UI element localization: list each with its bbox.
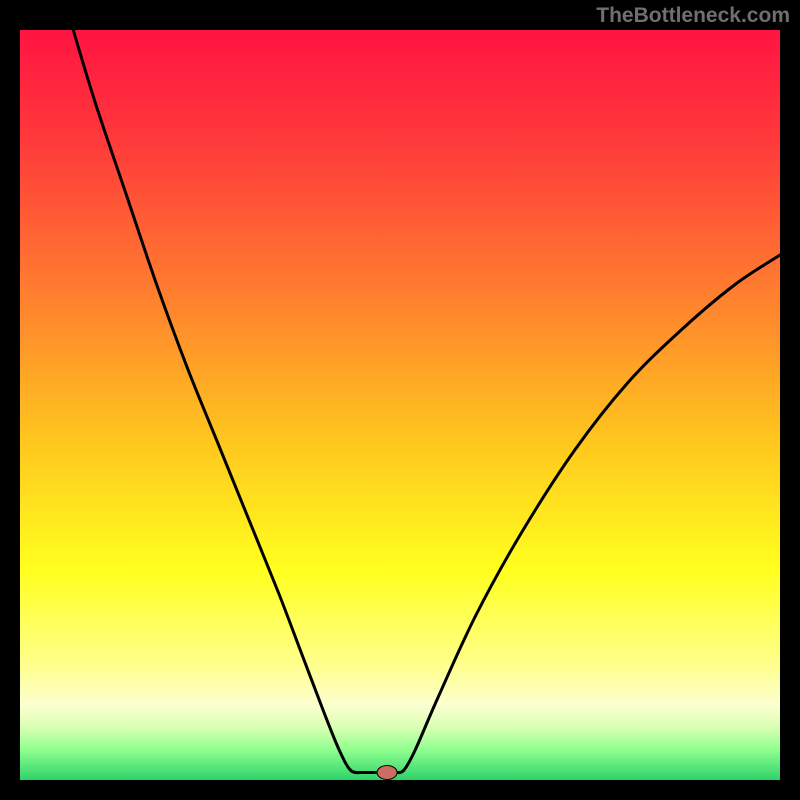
optimal-marker: [377, 766, 397, 780]
watermark-text: TheBottleneck.com: [596, 4, 790, 28]
plot-background: [20, 30, 780, 780]
chart-container: TheBottleneck.com: [0, 0, 800, 800]
bottleneck-chart: [0, 0, 800, 800]
